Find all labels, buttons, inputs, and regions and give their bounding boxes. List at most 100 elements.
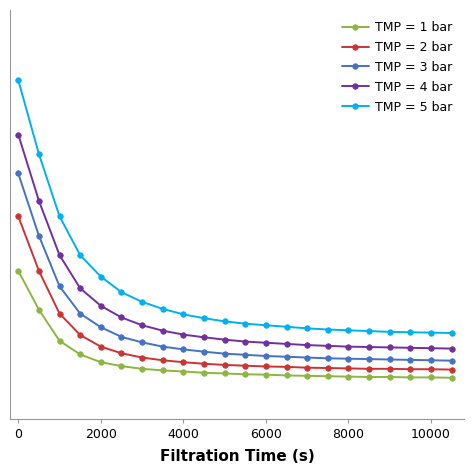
TMP = 2 bar xyxy=(201,361,207,366)
TMP = 4 bar xyxy=(346,344,351,349)
TMP = 5 bar xyxy=(36,151,42,157)
TMP = 2 bar xyxy=(222,362,228,368)
Line: TMP = 5 bar: TMP = 5 bar xyxy=(16,77,455,336)
TMP = 2 bar xyxy=(98,344,104,349)
TMP = 4 bar xyxy=(16,132,21,137)
TMP = 5 bar xyxy=(263,322,269,328)
TMP = 3 bar xyxy=(242,352,248,358)
TMP = 4 bar xyxy=(118,315,124,320)
TMP = 5 bar xyxy=(16,77,21,83)
TMP = 1 bar xyxy=(366,374,372,380)
TMP = 5 bar xyxy=(181,311,186,317)
TMP = 2 bar xyxy=(181,359,186,365)
TMP = 3 bar xyxy=(77,311,83,317)
TMP = 4 bar xyxy=(304,342,310,348)
TMP = 2 bar xyxy=(36,268,42,273)
TMP = 1 bar xyxy=(181,369,186,374)
TMP = 5 bar xyxy=(325,327,331,332)
TMP = 5 bar xyxy=(346,328,351,333)
TMP = 5 bar xyxy=(387,329,392,335)
TMP = 2 bar xyxy=(139,355,145,360)
TMP = 2 bar xyxy=(77,332,83,338)
TMP = 3 bar xyxy=(408,357,413,363)
TMP = 2 bar xyxy=(408,366,413,372)
TMP = 5 bar xyxy=(449,330,455,336)
TMP = 2 bar xyxy=(263,364,269,369)
TMP = 5 bar xyxy=(98,274,104,280)
TMP = 3 bar xyxy=(366,356,372,362)
TMP = 3 bar xyxy=(449,358,455,364)
TMP = 1 bar xyxy=(346,374,351,380)
TMP = 1 bar xyxy=(387,374,392,380)
TMP = 2 bar xyxy=(160,357,165,363)
TMP = 3 bar xyxy=(16,171,21,176)
TMP = 3 bar xyxy=(304,355,310,360)
TMP = 5 bar xyxy=(242,321,248,327)
TMP = 3 bar xyxy=(118,334,124,340)
TMP = 3 bar xyxy=(201,349,207,355)
TMP = 4 bar xyxy=(283,341,289,347)
TMP = 1 bar xyxy=(98,359,104,365)
TMP = 4 bar xyxy=(160,328,165,334)
TMP = 4 bar xyxy=(263,340,269,346)
TMP = 1 bar xyxy=(283,373,289,378)
TMP = 1 bar xyxy=(139,366,145,372)
TMP = 3 bar xyxy=(283,354,289,360)
TMP = 2 bar xyxy=(57,311,63,317)
TMP = 5 bar xyxy=(160,306,165,312)
Legend: TMP = 1 bar, TMP = 2 bar, TMP = 3 bar, TMP = 4 bar, TMP = 5 bar: TMP = 1 bar, TMP = 2 bar, TMP = 3 bar, T… xyxy=(337,16,458,119)
TMP = 4 bar xyxy=(325,343,331,349)
TMP = 3 bar xyxy=(139,339,145,345)
TMP = 3 bar xyxy=(428,357,434,363)
TMP = 1 bar xyxy=(304,373,310,379)
TMP = 1 bar xyxy=(77,352,83,357)
TMP = 5 bar xyxy=(428,330,434,336)
TMP = 4 bar xyxy=(57,252,63,258)
TMP = 5 bar xyxy=(408,329,413,335)
TMP = 5 bar xyxy=(304,326,310,331)
TMP = 2 bar xyxy=(428,366,434,372)
TMP = 1 bar xyxy=(201,370,207,375)
TMP = 2 bar xyxy=(16,213,21,219)
TMP = 3 bar xyxy=(181,346,186,352)
TMP = 4 bar xyxy=(449,346,455,351)
TMP = 4 bar xyxy=(408,345,413,351)
TMP = 4 bar xyxy=(36,198,42,203)
TMP = 2 bar xyxy=(366,366,372,372)
TMP = 2 bar xyxy=(325,365,331,371)
TMP = 2 bar xyxy=(387,366,392,372)
Line: TMP = 1 bar: TMP = 1 bar xyxy=(16,268,455,381)
TMP = 3 bar xyxy=(222,351,228,356)
TMP = 4 bar xyxy=(181,332,186,337)
Line: TMP = 4 bar: TMP = 4 bar xyxy=(16,132,455,351)
TMP = 4 bar xyxy=(366,344,372,350)
TMP = 1 bar xyxy=(325,374,331,379)
TMP = 5 bar xyxy=(118,289,124,295)
TMP = 4 bar xyxy=(222,337,228,343)
TMP = 1 bar xyxy=(263,372,269,377)
TMP = 1 bar xyxy=(16,268,21,273)
TMP = 4 bar xyxy=(242,339,248,345)
TMP = 5 bar xyxy=(222,319,228,324)
TMP = 5 bar xyxy=(77,252,83,258)
TMP = 4 bar xyxy=(139,322,145,328)
TMP = 4 bar xyxy=(201,335,207,340)
TMP = 2 bar xyxy=(449,367,455,373)
TMP = 4 bar xyxy=(428,346,434,351)
TMP = 5 bar xyxy=(57,213,63,219)
TMP = 3 bar xyxy=(325,356,331,361)
TMP = 4 bar xyxy=(77,285,83,291)
Line: TMP = 3 bar: TMP = 3 bar xyxy=(16,171,455,364)
TMP = 1 bar xyxy=(408,374,413,380)
TMP = 5 bar xyxy=(201,315,207,321)
TMP = 3 bar xyxy=(387,356,392,362)
TMP = 1 bar xyxy=(36,307,42,312)
TMP = 1 bar xyxy=(57,338,63,344)
Line: TMP = 2 bar: TMP = 2 bar xyxy=(16,213,455,373)
TMP = 1 bar xyxy=(449,375,455,381)
TMP = 2 bar xyxy=(118,350,124,356)
TMP = 3 bar xyxy=(57,283,63,289)
X-axis label: Filtration Time (s): Filtration Time (s) xyxy=(160,449,314,464)
TMP = 3 bar xyxy=(346,356,351,362)
TMP = 2 bar xyxy=(304,365,310,371)
